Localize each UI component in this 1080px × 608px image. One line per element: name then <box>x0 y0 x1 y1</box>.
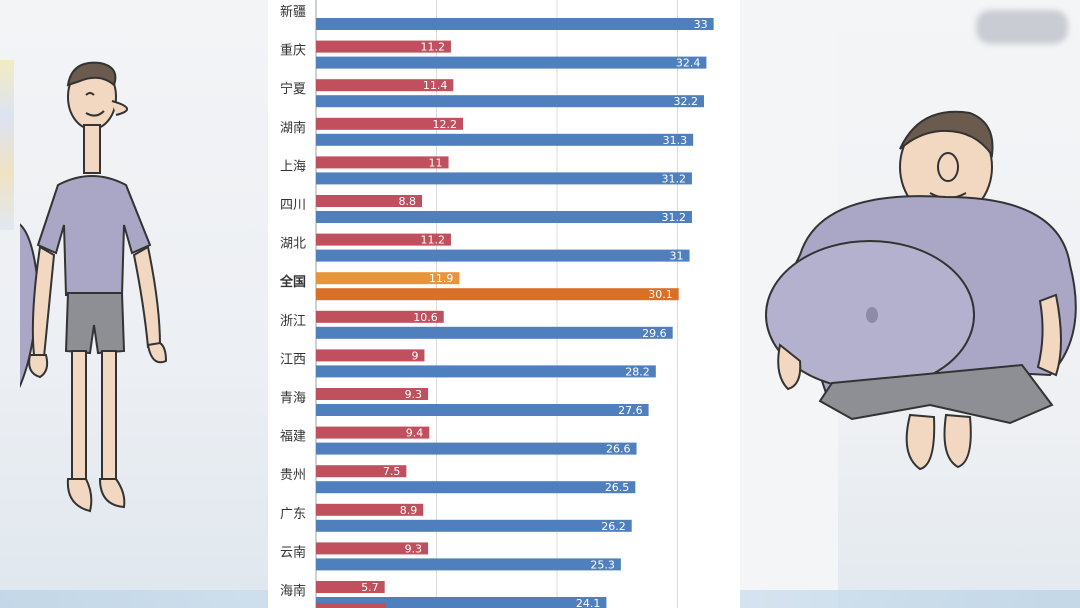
bar-series-b <box>316 172 692 185</box>
data-label-series-b: 31 <box>670 250 684 263</box>
data-label-series-a: 5.7 <box>361 581 379 594</box>
category-label: 海南 <box>280 583 306 599</box>
bar-series-b <box>316 95 705 108</box>
background-sidebar-blur <box>0 60 14 230</box>
data-label-series-a: 9.3 <box>405 388 423 401</box>
bar-series-a <box>316 503 424 516</box>
bar-series-b <box>316 558 621 571</box>
data-label-series-a: 7.5 <box>383 465 401 478</box>
category-label: 四川 <box>280 198 306 213</box>
data-label-series-a: 8.8 <box>399 195 417 208</box>
data-label-series-a: 11 <box>429 156 443 169</box>
category-label: 上海 <box>280 159 306 174</box>
data-label-series-a: 9.4 <box>406 427 424 440</box>
bar-series-b <box>316 211 692 223</box>
category-label: 广东 <box>280 507 306 522</box>
bar-series-a <box>316 465 407 478</box>
bar-series-a <box>316 117 464 130</box>
bar-chart: 新疆 33 重庆 11.2 32.4 宁夏 11.4 32.2 湖南 12.2 31.3 上海 11 31… <box>279 0 714 608</box>
category-label: 全国 <box>279 274 306 290</box>
bar-series-b <box>316 18 714 30</box>
data-label-series-a: 12.2 <box>433 118 458 131</box>
data-label-series-b: 26.2 <box>601 520 626 533</box>
bar-series-a <box>316 542 429 555</box>
bar-series-a <box>316 195 423 207</box>
bar-series-b <box>316 249 690 262</box>
data-label-series-b: 26.6 <box>606 443 631 456</box>
data-label-series-a: 11.2 <box>420 41 445 54</box>
thin-man-figure <box>20 61 168 513</box>
data-label-series-b: 24.1 <box>576 597 601 608</box>
bar-series-b <box>316 326 673 339</box>
bar-series-b <box>316 481 636 494</box>
data-label-series-a: 11.2 <box>420 234 445 247</box>
data-label-series-b: 29.6 <box>642 327 667 340</box>
bar-series-b <box>316 519 632 532</box>
category-label: 江西 <box>280 352 306 367</box>
data-label-series-a: 9.3 <box>405 542 423 555</box>
data-label-series-b: 28.2 <box>625 365 650 378</box>
category-label: 青海 <box>280 391 306 406</box>
bar-series-a <box>316 79 454 92</box>
bar-series-b <box>316 597 607 608</box>
bar-series-a <box>316 156 449 169</box>
category-label: 新疆 <box>280 4 306 20</box>
bar-series-a <box>316 310 444 323</box>
data-label-series-b: 31.2 <box>661 211 686 224</box>
bar-series-a <box>316 233 451 246</box>
blurred-button <box>976 10 1068 44</box>
bar-series-b <box>316 404 649 416</box>
data-label-series-b: 33 <box>694 18 708 31</box>
bar-series-b <box>316 288 679 301</box>
data-label-series-a: 11.9 <box>429 272 454 285</box>
category-label: 福建 <box>280 430 306 445</box>
category-label: 湖北 <box>280 237 306 252</box>
bar-series-a <box>316 581 385 593</box>
data-label-series-a: 11.4 <box>423 79 448 92</box>
data-label-series-b: 26.5 <box>605 481 630 494</box>
category-label: 贵州 <box>280 468 306 483</box>
bar-series-b <box>316 365 656 378</box>
data-label-series-b: 32.4 <box>676 57 701 70</box>
bar-series-a <box>316 272 460 285</box>
category-label: 湖南 <box>280 120 306 136</box>
bar-series-a-partial <box>316 603 386 608</box>
category-label: 重庆 <box>280 43 306 59</box>
data-label-series-b: 31.3 <box>663 134 688 147</box>
data-label-series-b: 32.2 <box>674 95 699 108</box>
category-label: 浙江 <box>280 314 306 329</box>
data-label-series-a: 9 <box>411 349 418 362</box>
chart-panel: 新疆 33 重庆 11.2 32.4 宁夏 11.4 32.2 湖南 12.2 31.3 上海 11 31… <box>268 0 740 608</box>
data-label-series-b: 30.1 <box>648 288 673 301</box>
category-label: 云南 <box>280 544 306 560</box>
bar-series-a <box>316 349 425 362</box>
data-label-series-b: 25.3 <box>590 558 615 571</box>
bar-series-b <box>316 133 694 146</box>
data-label-series-a: 10.6 <box>413 311 438 324</box>
data-label-series-b: 31.2 <box>661 172 686 185</box>
bar-series-a <box>316 426 430 439</box>
bar-series-a <box>316 388 429 400</box>
category-label: 宁夏 <box>280 81 306 97</box>
fat-man-figure <box>765 110 1077 471</box>
bar-series-a <box>316 40 451 53</box>
bar-series-b <box>316 442 637 455</box>
bar-series-b <box>316 56 707 69</box>
data-label-series-b: 27.6 <box>618 404 643 417</box>
data-label-series-a: 8.9 <box>400 504 418 517</box>
